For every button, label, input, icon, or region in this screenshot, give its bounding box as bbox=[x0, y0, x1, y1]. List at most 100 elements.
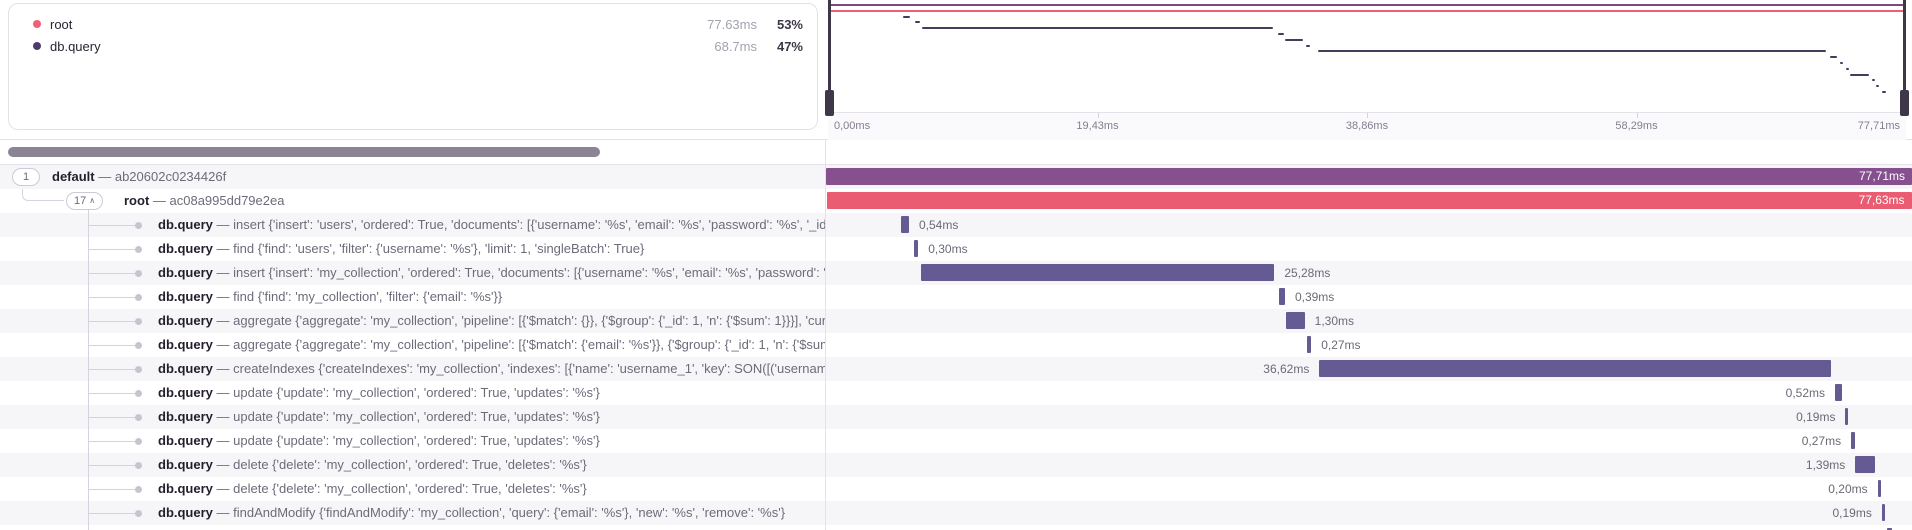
span-row[interactable]: db.query — createIndexes {'createIndexes… bbox=[0, 357, 1912, 381]
span-row[interactable]: db.query — update {'update': 'my_collect… bbox=[0, 429, 1912, 453]
minimap-span-line bbox=[1871, 79, 1875, 82]
span-row[interactable]: 17 ∧ root — ac08a995dd79e2ea 77,63ms bbox=[0, 189, 1912, 213]
span-description: db.query — delete {'delete': 'my_collect… bbox=[158, 457, 587, 472]
span-tree-cell bbox=[0, 525, 826, 530]
tree-scrollbar-track[interactable] bbox=[0, 140, 826, 164]
span-bar-lane bbox=[826, 525, 1912, 530]
tree-connector bbox=[88, 525, 89, 530]
span-bar-lane: 25,28ms bbox=[826, 261, 1912, 285]
span-row[interactable] bbox=[0, 525, 1912, 530]
span-description: db.query — delete {'delete': 'my_collect… bbox=[158, 481, 587, 496]
span-node-dot bbox=[135, 342, 142, 349]
ops-breakdown-card: root 77.63ms 53% db.query 68.7ms 47% bbox=[8, 3, 818, 130]
minimap-span-line bbox=[828, 9, 1906, 12]
span-duration-bar[interactable] bbox=[901, 216, 909, 233]
trace-header: root 77.63ms 53% db.query 68.7ms 47% 0,0… bbox=[0, 0, 1912, 140]
span-row[interactable]: db.query — find {'find': 'users', 'filte… bbox=[0, 237, 1912, 261]
tree-connector bbox=[88, 297, 135, 298]
minimap-span-line bbox=[915, 21, 920, 24]
minimap-span-line bbox=[1881, 91, 1886, 93]
span-duration-bar[interactable]: 77,71ms bbox=[826, 168, 1912, 185]
span-duration-bar[interactable] bbox=[1319, 360, 1832, 377]
span-tree-cell: db.query — update {'update': 'my_collect… bbox=[0, 405, 826, 429]
span-duration-label: 0,20ms bbox=[1828, 482, 1868, 496]
expand-collapse-badge[interactable]: 17 ∧ bbox=[66, 192, 104, 210]
child-count-badge[interactable]: 1 bbox=[12, 168, 40, 186]
minimap-right-handle-knob[interactable] bbox=[1900, 90, 1909, 116]
span-node-dot bbox=[135, 270, 142, 277]
minimap-right-handle[interactable] bbox=[1900, 0, 1909, 116]
span-row[interactable]: 1 default — ab20602c0234426f 77,71ms bbox=[0, 165, 1912, 189]
span-duration-label: 36,62ms bbox=[1263, 362, 1310, 376]
trace-minimap[interactable] bbox=[825, 0, 1909, 116]
span-row[interactable]: db.query — findAndModify {'findAndModify… bbox=[0, 501, 1912, 525]
chevron-up-icon[interactable]: ∧ bbox=[89, 196, 96, 205]
axis-tick-label: 77,71ms bbox=[1857, 120, 1900, 132]
span-duration-bar[interactable] bbox=[1881, 504, 1885, 521]
span-row[interactable]: db.query — aggregate {'aggregate': 'my_c… bbox=[0, 309, 1912, 333]
span-row[interactable]: db.query — update {'update': 'my_collect… bbox=[0, 405, 1912, 429]
minimap-left-handle[interactable] bbox=[825, 0, 834, 116]
span-row[interactable]: db.query — delete {'delete': 'my_collect… bbox=[0, 477, 1912, 501]
span-tree-cell: db.query — insert {'insert': 'my_collect… bbox=[0, 261, 826, 285]
span-row[interactable]: db.query — find {'find': 'my_collection'… bbox=[0, 285, 1912, 309]
tree-connector bbox=[88, 417, 135, 418]
span-duration-bar[interactable] bbox=[1279, 288, 1285, 305]
minimap-span-line bbox=[1278, 33, 1284, 35]
tree-connector bbox=[88, 513, 135, 514]
axis-tick-label: 38,86ms bbox=[1345, 120, 1389, 132]
span-bar-lane: 0,27ms bbox=[826, 333, 1912, 357]
scrollbar-strip-right bbox=[826, 140, 1912, 164]
span-duration-label: 0,54ms bbox=[919, 218, 959, 232]
span-duration-bar[interactable] bbox=[1855, 456, 1875, 473]
span-duration-bar[interactable] bbox=[1286, 312, 1305, 329]
tree-connector bbox=[88, 489, 135, 490]
span-bar-lane: 0,19ms bbox=[826, 501, 1912, 525]
minimap-span-line bbox=[1829, 56, 1837, 59]
span-node-dot bbox=[135, 246, 142, 253]
span-duration-bar[interactable] bbox=[1887, 528, 1892, 530]
span-bar-lane: 0,54ms bbox=[826, 213, 1912, 237]
span-row[interactable]: db.query — insert {'insert': 'users', 'o… bbox=[0, 213, 1912, 237]
span-bar-lane: 77,63ms bbox=[826, 189, 1912, 213]
span-duration-bar[interactable] bbox=[1877, 480, 1881, 497]
span-bar-lane: 0,52ms bbox=[826, 381, 1912, 405]
span-duration-bar[interactable] bbox=[1851, 432, 1855, 449]
tree-connector bbox=[88, 441, 135, 442]
span-duration-label: 77,71ms bbox=[1858, 169, 1905, 183]
span-node-dot bbox=[135, 294, 142, 301]
span-bar-lane: 0,20ms bbox=[826, 477, 1912, 501]
span-duration-label: 0,30ms bbox=[928, 242, 968, 256]
minimap-span-line bbox=[1317, 50, 1826, 53]
span-bar-lane: 77,71ms bbox=[826, 165, 1912, 189]
span-duration-bar[interactable] bbox=[1845, 408, 1849, 425]
span-node-dot bbox=[135, 510, 142, 517]
span-node-dot bbox=[135, 366, 142, 373]
span-duration-bar[interactable] bbox=[914, 240, 919, 257]
span-row[interactable]: db.query — aggregate {'aggregate': 'my_c… bbox=[0, 333, 1912, 357]
legend-percent: 53% bbox=[776, 16, 803, 32]
span-duration-label: 77,63ms bbox=[1858, 193, 1905, 207]
minimap-span-line bbox=[1839, 62, 1843, 64]
span-duration-bar[interactable] bbox=[1834, 384, 1843, 401]
span-duration-bar[interactable] bbox=[1307, 336, 1312, 353]
span-row[interactable]: db.query — delete {'delete': 'my_collect… bbox=[0, 453, 1912, 477]
span-description: db.query — aggregate {'aggregate': 'my_c… bbox=[158, 313, 826, 328]
axis-tick-label: 0,00ms bbox=[834, 120, 871, 132]
span-duration-label: 0,27ms bbox=[1801, 434, 1842, 448]
tree-scrollbar-thumb[interactable] bbox=[8, 147, 600, 157]
span-description: default — ab20602c0234426f bbox=[52, 169, 227, 184]
axis-tick-label: 58,29ms bbox=[1615, 120, 1658, 132]
span-description: db.query — createIndexes {'createIndexes… bbox=[158, 361, 826, 376]
span-description: db.query — find {'find': 'my_collection'… bbox=[158, 289, 503, 304]
span-bar-lane: 36,62ms bbox=[826, 357, 1912, 381]
span-tree-cell: db.query — update {'update': 'my_collect… bbox=[0, 429, 826, 453]
legend-item-db-query: db.query 68.7ms 47% bbox=[9, 35, 817, 57]
time-axis: 0,00ms 19,43ms 38,86ms 58,29ms 77,71ms bbox=[828, 112, 1906, 140]
minimap-left-handle-knob[interactable] bbox=[825, 90, 834, 116]
tree-connector bbox=[88, 345, 135, 346]
span-row[interactable]: db.query — insert {'insert': 'my_collect… bbox=[0, 261, 1912, 285]
span-row[interactable]: db.query — update {'update': 'my_collect… bbox=[0, 381, 1912, 405]
span-duration-bar[interactable]: 77,63ms bbox=[826, 192, 1912, 209]
span-duration-bar[interactable] bbox=[921, 264, 1275, 281]
